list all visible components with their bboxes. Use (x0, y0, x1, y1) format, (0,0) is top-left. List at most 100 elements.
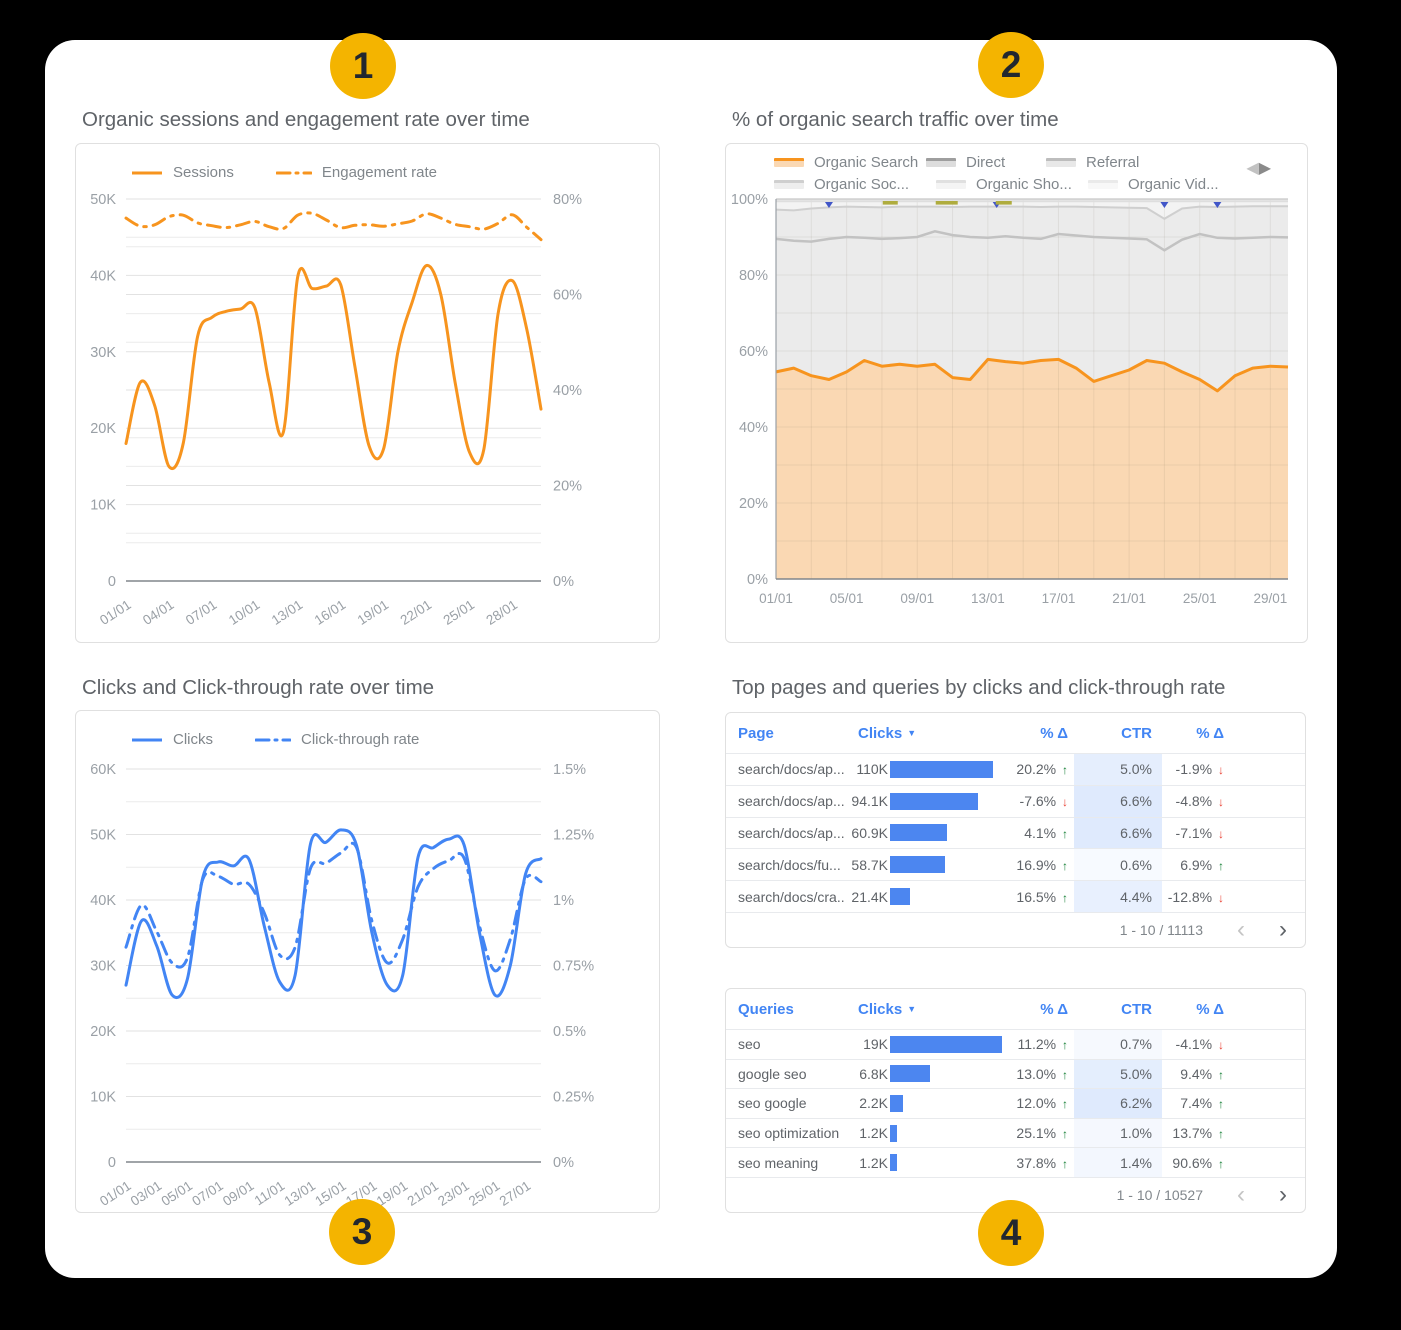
chart-title-clicks: Clicks and Click-through rate over time (82, 676, 435, 699)
svg-text:40K: 40K (90, 893, 116, 909)
next-arrow-icon[interactable]: ▶ (1258, 160, 1271, 177)
row-label: seo (738, 1036, 761, 1053)
delta2-value: 7.4% ↑ (1180, 1095, 1224, 1112)
svg-text:60%: 60% (739, 344, 768, 360)
svg-text:0%: 0% (553, 574, 574, 590)
svg-text:80%: 80% (553, 192, 582, 208)
delta1-value: 16.5% ↑ (1016, 888, 1068, 905)
chart-title-traffic: % of organic search traffic over time (732, 108, 1059, 131)
clicks-bar (890, 1035, 1002, 1053)
prev-arrow-icon[interactable]: ◀ (1246, 160, 1259, 177)
prev-chevron-icon[interactable]: ‹ (1237, 915, 1245, 943)
svg-text:11/01: 11/01 (252, 1178, 288, 1208)
svg-text:21/01: 21/01 (1112, 591, 1146, 606)
delta1-value: 20.2% ↑ (1016, 761, 1068, 778)
svg-text:40%: 40% (739, 420, 768, 436)
table-row: search/docs/ap... 110K 20.2% ↑ 5.0% -1.9% ↓ (726, 754, 1305, 786)
up-arrow-icon: ↑ (1218, 1127, 1224, 1142)
table-row: google seo 6.8K 13.0% ↑ 5.0% 9.4% ↑ (726, 1059, 1305, 1090)
pagination-bar: 1 - 10 / 11113 ‹ › (726, 913, 1305, 947)
svg-text:28/01: 28/01 (483, 597, 520, 628)
ctr-value: 6.2% (1074, 1089, 1162, 1118)
legend-item-organic-search: Organic Search (774, 154, 926, 171)
svg-text:04/01: 04/01 (140, 597, 177, 628)
delta2-value: 13.7% ↑ (1172, 1125, 1224, 1142)
svg-text:25/01: 25/01 (441, 597, 478, 628)
clicks-bar (890, 760, 993, 778)
delta1-value: 13.0% ↑ (1016, 1065, 1068, 1082)
column-header-queries[interactable]: Queries (738, 1000, 794, 1018)
legend-pager: ◀▶ (1246, 158, 1271, 178)
queries-table: Queries Clicks ▼ % Δ CTR % Δ seo 19K 11.2% ↑ 0.7%… (725, 988, 1306, 1213)
svg-text:40K: 40K (90, 268, 116, 284)
up-arrow-icon: ↑ (1062, 1097, 1068, 1112)
sessions-chart-panel: Sessions Engagement rate 50K 40K 30K 20K 10K… (75, 143, 660, 643)
organic-search-swatch (774, 158, 804, 167)
table-row: search/docs/ap... 94.1K -7.6% ↓ 6.6% -4.8% ↓ (726, 785, 1305, 818)
dashdot-line-swatch (255, 738, 291, 741)
clicks-bar (890, 1094, 903, 1112)
ctr-value: 5.0% (1074, 1059, 1162, 1089)
down-arrow-icon: ↓ (1218, 763, 1224, 778)
column-header-clicks[interactable]: Clicks ▼ (858, 724, 917, 742)
clicks-bar (890, 824, 947, 842)
down-arrow-icon: ↓ (1218, 1038, 1224, 1053)
svg-text:1.5%: 1.5% (553, 762, 586, 778)
table-row: search/docs/fu... 58.7K 16.9% ↑ 0.6% 6.9% ↑ (726, 849, 1305, 882)
legend-label: Clicks (173, 731, 213, 748)
clicks-bar (890, 792, 979, 810)
svg-text:80%: 80% (739, 268, 768, 284)
legend-item-direct: Direct (926, 154, 1046, 171)
delta2-value: 6.9% ↑ (1180, 856, 1224, 873)
row-label: search/docs/ap... (738, 793, 844, 810)
legend-item-ctr: Click-through rate (255, 731, 419, 748)
traffic-area-chart: 100% 80% 60% 40% 20% 0% 01/01 05/01 09/01 13/01 17… (731, 192, 1289, 606)
table-row: search/docs/cra... 21.4K 16.5% ↑ 4.4% -12.8%… (726, 881, 1305, 913)
next-chevron-icon[interactable]: › (1279, 915, 1287, 943)
svg-text:40%: 40% (553, 383, 582, 399)
delta1-value: 37.8% ↑ (1016, 1154, 1068, 1171)
delta1-value: 16.9% ↑ (1016, 856, 1068, 873)
traffic-chart-panel: Organic Search Direct Referral Organic S… (725, 143, 1308, 643)
annotation-badge-3: 3 (329, 1199, 395, 1265)
column-header-delta1[interactable]: % Δ (1040, 1000, 1068, 1018)
row-label: search/docs/ap... (738, 761, 844, 778)
dashdot-line-swatch (275, 171, 312, 174)
legend-label: Click-through rate (301, 731, 420, 748)
column-header-delta2[interactable]: % Δ (1196, 1000, 1224, 1018)
legend-label: Direct (966, 154, 1006, 171)
svg-text:60K: 60K (90, 762, 116, 778)
svg-text:1%: 1% (553, 893, 574, 909)
column-header-delta1[interactable]: % Δ (1040, 724, 1068, 742)
svg-text:09/01: 09/01 (900, 591, 934, 606)
sort-desc-icon: ▼ (907, 1003, 917, 1014)
clicks-value: 60.9K (851, 824, 888, 841)
svg-text:0%: 0% (747, 572, 768, 588)
svg-text:1.25%: 1.25% (553, 828, 594, 844)
chart-title-sessions: Organic sessions and engagement rate ove… (82, 108, 530, 131)
organic-social-swatch (774, 180, 804, 189)
up-arrow-icon: ↑ (1062, 858, 1068, 873)
svg-text:13/01: 13/01 (971, 591, 1005, 606)
legend-label: Engagement rate (321, 164, 437, 181)
down-arrow-icon: ↓ (1218, 826, 1224, 841)
annotation-badge-2: 2 (978, 32, 1044, 98)
prev-chevron-icon[interactable]: ‹ (1237, 1180, 1245, 1208)
next-chevron-icon[interactable]: › (1279, 1180, 1287, 1208)
column-header-delta2[interactable]: % Δ (1196, 724, 1224, 742)
up-arrow-icon: ↑ (1062, 763, 1068, 778)
table-header-row: Page Clicks ▼ % Δ CTR % Δ (726, 713, 1305, 754)
svg-text:60%: 60% (553, 288, 582, 304)
column-header-page[interactable]: Page (738, 724, 774, 742)
up-arrow-icon: ↑ (1062, 890, 1068, 905)
up-arrow-icon: ↑ (1062, 1127, 1068, 1142)
delta1-value: -7.6% ↓ (1019, 793, 1068, 810)
column-header-clicks[interactable]: Clicks ▼ (858, 1000, 917, 1018)
column-header-ctr[interactable]: CTR (1121, 724, 1152, 742)
column-header-ctr[interactable]: CTR (1121, 1000, 1152, 1018)
svg-text:20K: 20K (90, 1024, 116, 1040)
svg-text:0.75%: 0.75% (553, 959, 594, 975)
ctr-value: 5.0% (1074, 754, 1162, 785)
up-arrow-icon: ↑ (1218, 1067, 1224, 1082)
svg-text:20%: 20% (553, 479, 582, 495)
